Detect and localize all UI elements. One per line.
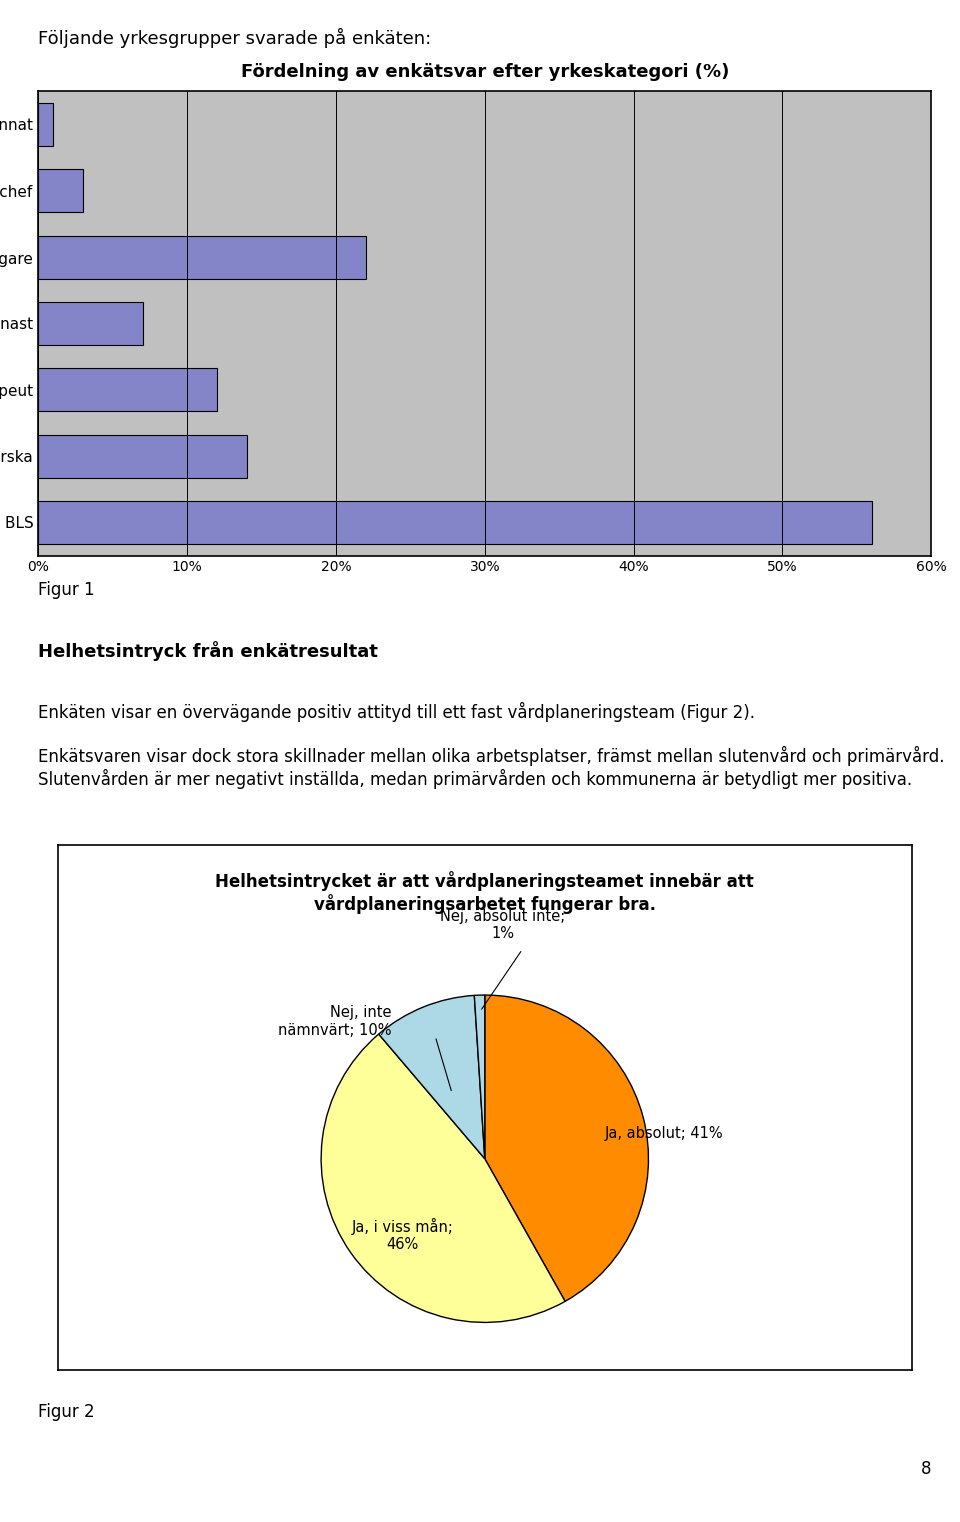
Title: Fördelning av enkätsvar efter yrkeskategori (%): Fördelning av enkätsvar efter yrkeskateg… xyxy=(241,64,729,82)
Text: Ja, absolut; 41%: Ja, absolut; 41% xyxy=(605,1126,723,1142)
Bar xyxy=(38,103,54,146)
Text: 8: 8 xyxy=(921,1460,931,1478)
Bar xyxy=(38,368,217,411)
Wedge shape xyxy=(321,1033,565,1323)
Text: Figur 1: Figur 1 xyxy=(38,581,95,598)
Text: Ja, i viss mån;
46%: Ja, i viss mån; 46% xyxy=(351,1218,454,1253)
Text: Helhetsintryck från enkätresultat: Helhetsintryck från enkätresultat xyxy=(38,641,378,661)
Bar xyxy=(38,301,142,345)
Bar xyxy=(38,236,366,279)
Text: Nej, inte
nämnvärt; 10%: Nej, inte nämnvärt; 10% xyxy=(278,1006,392,1038)
Text: Enkäten visar en övervägande positiv attityd till ett fast vårdplaneringsteam (F: Enkäten visar en övervägande positiv att… xyxy=(38,702,756,721)
Wedge shape xyxy=(474,995,485,1158)
Text: Helhetsintrycket är att vårdplaneringsteamet innebär att
vårdplaneringsarbetet f: Helhetsintrycket är att vårdplaneringste… xyxy=(215,871,755,915)
Bar xyxy=(38,434,247,478)
Text: Följande yrkesgrupper svarade på enkäten:: Följande yrkesgrupper svarade på enkäten… xyxy=(38,27,432,49)
Wedge shape xyxy=(485,995,649,1301)
Text: Figur 2: Figur 2 xyxy=(38,1403,95,1420)
Wedge shape xyxy=(378,995,485,1158)
Text: Nej, absolut inte;
1%: Nej, absolut inte; 1% xyxy=(441,909,565,941)
Bar xyxy=(38,501,872,543)
Text: Enkätsvaren visar dock stora skillnader mellan olika arbetsplatser, främst mella: Enkätsvaren visar dock stora skillnader … xyxy=(38,746,945,788)
Bar xyxy=(38,169,83,213)
